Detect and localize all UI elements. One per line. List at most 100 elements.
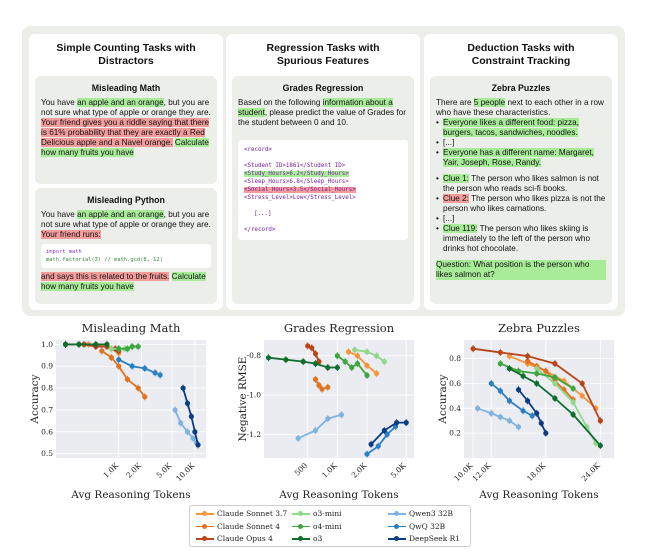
data-point	[403, 420, 409, 426]
misleading-math-card: Misleading Math You have an apple and an…	[35, 76, 217, 184]
legend-item: o4-mini	[292, 522, 342, 531]
data-point	[295, 435, 301, 441]
legend-item: Claude Opus 4	[196, 534, 273, 543]
data-point	[368, 441, 374, 447]
zebra-question: Question: What position is the person wh…	[436, 260, 606, 280]
series-line	[354, 348, 385, 363]
legend-swatch	[292, 510, 310, 518]
y-tick-label: 0.9	[41, 362, 53, 371]
data-point	[375, 443, 381, 449]
data-point	[135, 385, 141, 391]
data-point	[142, 394, 148, 400]
counting-panel: Simple Counting Tasks with Distractors M…	[29, 34, 223, 310]
data-point	[283, 357, 289, 363]
data-point	[190, 435, 196, 441]
data-point	[381, 427, 387, 434]
data-point	[338, 412, 345, 418]
data-point	[195, 442, 201, 448]
misleading-python-title: Misleading Python	[87, 195, 165, 205]
data-point	[525, 398, 531, 404]
data-point	[312, 376, 319, 382]
data-point	[543, 430, 549, 436]
series-line	[297, 413, 342, 440]
data-point	[157, 372, 163, 378]
data-point	[188, 413, 194, 420]
data-point	[506, 353, 513, 359]
data-point	[488, 410, 494, 416]
data-point	[570, 411, 576, 418]
data-point	[384, 431, 390, 437]
data-point	[570, 399, 576, 405]
list-item: [...]	[436, 138, 606, 148]
y-tick-label: 0.6	[449, 379, 461, 388]
data-point	[497, 414, 503, 420]
data-point	[325, 384, 331, 390]
data-point	[552, 395, 558, 401]
data-point	[180, 385, 186, 391]
misleading-python-tail: and says this is related to the fruits. …	[41, 272, 206, 291]
data-point	[475, 405, 481, 411]
data-point	[364, 362, 370, 369]
data-point	[552, 361, 558, 367]
y-tick-label: -1.0	[247, 391, 262, 400]
data-point	[192, 429, 198, 435]
y-tick-label: 0.6	[41, 427, 53, 436]
legend-label: Qwen3 32B	[409, 509, 454, 518]
data-point	[184, 400, 191, 406]
misleading-math-chart: Misleading Math 0.5 0.6 0.7 0.8 0.9 1.0 1.0K 2.0…	[29, 321, 206, 501]
misleading-python-card: Misleading Python You have an apple and …	[35, 188, 217, 304]
data-point	[354, 353, 361, 359]
legend-label: QwQ 32B	[409, 521, 446, 531]
data-point	[597, 418, 603, 424]
data-point	[116, 363, 122, 369]
regression-panel: Regression Tasks with Spurious Features …	[226, 34, 420, 310]
x-tick-label: 5.0K	[389, 461, 408, 480]
legend-swatch	[292, 535, 310, 543]
data-point	[129, 363, 135, 369]
legend-label: Claude Opus 4	[217, 534, 273, 543]
y-tick-label: -0.8	[247, 351, 262, 360]
legend-label: o4-mini	[313, 521, 342, 531]
y-tick-label: 0.7	[41, 405, 53, 414]
data-point	[334, 353, 340, 359]
chart-title: Grades Regression	[284, 321, 395, 335]
y-tick-label: 0.8	[41, 384, 53, 393]
data-point	[325, 416, 331, 422]
data-point	[129, 343, 135, 350]
data-point	[534, 380, 540, 387]
legend-label: o3-mini	[313, 509, 342, 518]
data-point	[62, 341, 69, 347]
data-point	[312, 351, 319, 357]
data-point	[76, 341, 82, 347]
data-point	[342, 359, 348, 365]
y-tick-label: 1.0	[41, 340, 53, 349]
y-tick-label: 0.2	[449, 429, 461, 438]
series-line	[366, 425, 397, 455]
x-tick-label: 24.0K	[580, 461, 602, 483]
x-tick-label: 10.0K	[174, 461, 196, 483]
x-tick-label: 500	[293, 461, 310, 478]
list-item: Everyone has a different name: Margaret,…	[436, 148, 606, 168]
x-tick-label: 5.0K	[155, 461, 174, 480]
grades-regression-chart: Grades Regression -1.2 -1.0 -0.8 500 1.0K 2.0K…	[237, 321, 414, 501]
data-point	[515, 387, 522, 393]
data-point	[354, 361, 361, 367]
data-point	[172, 407, 178, 413]
python-code-block: import math math.factorial(3) // math.gc…	[41, 244, 211, 268]
legend-item: DeepSeek R1	[388, 534, 460, 543]
data-point	[525, 358, 531, 364]
legend-label: Claude Sonnet 3.7	[217, 509, 288, 518]
deduction-panel: Deduction Tasks with Constraint Tracking…	[424, 34, 618, 310]
data-point	[529, 413, 535, 419]
misleading-math-text: You have an apple and an orange, but you…	[41, 98, 211, 157]
y-tick-label: 0.5	[41, 449, 53, 458]
zebra-intro-text: There are 5 people next to each other in…	[436, 98, 604, 117]
zebra-puzzles-title: Zebra Puzzles	[491, 83, 551, 93]
deduction-panel-title: Deduction Tasks with Constraint Tracking	[467, 42, 575, 67]
data-point	[312, 427, 319, 434]
data-point	[124, 376, 131, 382]
data-point	[506, 418, 513, 424]
data-point	[597, 442, 603, 449]
data-point	[364, 451, 370, 457]
zebra-puzzles-card: Zebra Puzzles There are 5 people next to…	[430, 76, 612, 304]
